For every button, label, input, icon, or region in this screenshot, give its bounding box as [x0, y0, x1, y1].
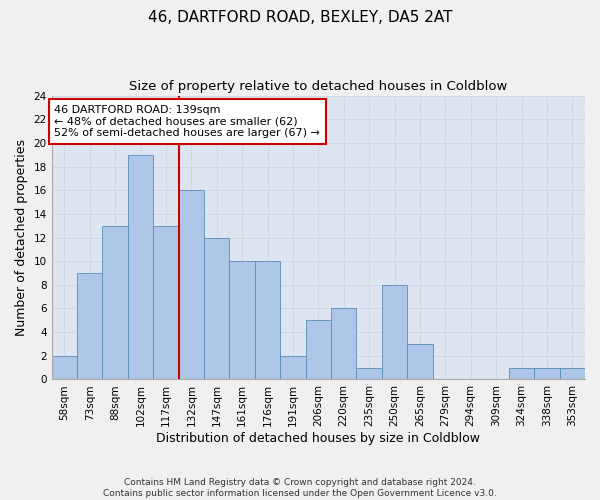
Bar — [534, 368, 560, 380]
Y-axis label: Number of detached properties: Number of detached properties — [15, 139, 28, 336]
Bar — [280, 356, 305, 380]
Bar — [179, 190, 204, 380]
Bar — [305, 320, 331, 380]
X-axis label: Distribution of detached houses by size in Coldblow: Distribution of detached houses by size … — [157, 432, 481, 445]
Bar — [128, 154, 153, 380]
Text: Contains HM Land Registry data © Crown copyright and database right 2024.
Contai: Contains HM Land Registry data © Crown c… — [103, 478, 497, 498]
Bar — [103, 226, 128, 380]
Bar — [153, 226, 179, 380]
Title: Size of property relative to detached houses in Coldblow: Size of property relative to detached ho… — [129, 80, 508, 93]
Bar — [204, 238, 229, 380]
Bar — [77, 273, 103, 380]
Bar — [356, 368, 382, 380]
Bar — [255, 261, 280, 380]
Bar — [331, 308, 356, 380]
Bar — [382, 285, 407, 380]
Bar — [509, 368, 534, 380]
Bar — [560, 368, 585, 380]
Bar — [229, 261, 255, 380]
Text: 46, DARTFORD ROAD, BEXLEY, DA5 2AT: 46, DARTFORD ROAD, BEXLEY, DA5 2AT — [148, 10, 452, 25]
Bar — [407, 344, 433, 380]
Bar — [52, 356, 77, 380]
Text: 46 DARTFORD ROAD: 139sqm
← 48% of detached houses are smaller (62)
52% of semi-d: 46 DARTFORD ROAD: 139sqm ← 48% of detach… — [54, 105, 320, 138]
